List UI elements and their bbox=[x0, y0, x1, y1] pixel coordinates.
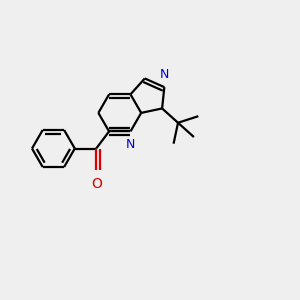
Text: O: O bbox=[91, 177, 102, 191]
Text: N: N bbox=[126, 138, 135, 151]
Text: N: N bbox=[160, 68, 169, 81]
